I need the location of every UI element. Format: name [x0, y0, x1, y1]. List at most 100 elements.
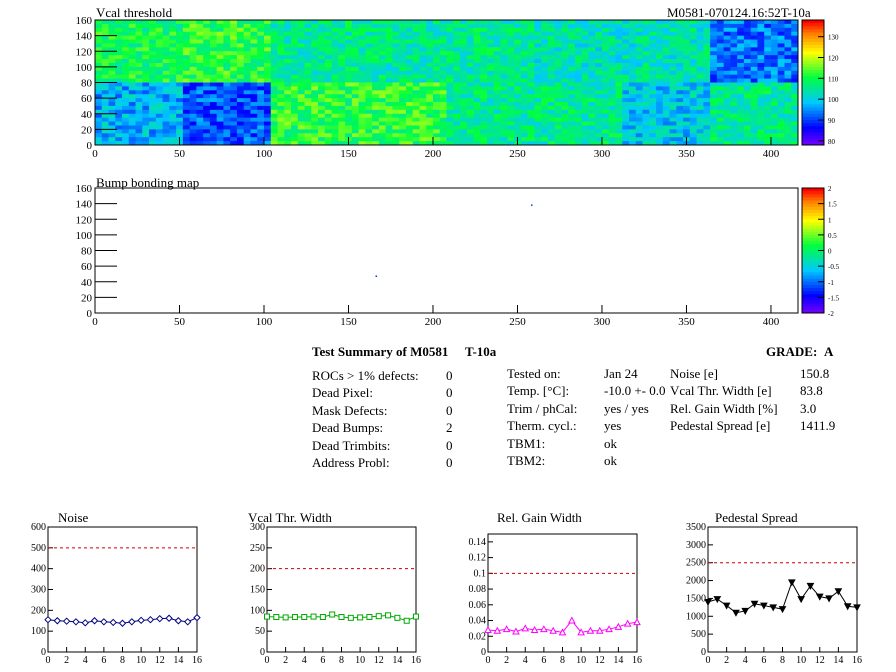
pixel-cell	[365, 55, 373, 60]
pixel-cell	[514, 27, 522, 33]
pixel-cell	[615, 113, 623, 119]
pixel-cell	[115, 27, 123, 33]
x-tick-label: 150	[340, 316, 357, 328]
pixel-cell	[514, 86, 522, 91]
pixel-cell	[466, 78, 474, 83]
pixel-cell	[311, 23, 319, 29]
color-scale-cell	[802, 51, 824, 55]
pixel-cell	[426, 35, 434, 40]
pixel-cell	[142, 109, 150, 115]
pixel-cell	[480, 121, 488, 126]
pixel-cell	[730, 98, 738, 103]
pixel-cell	[568, 74, 576, 79]
pixel-cell	[257, 27, 265, 33]
pixel-cell	[487, 62, 495, 68]
pixel-cell	[757, 59, 765, 64]
pixel-cell	[291, 62, 299, 68]
pixel-cell	[351, 43, 360, 48]
pixel-cell	[277, 20, 285, 25]
pixel-cell	[689, 78, 698, 83]
pixel-cell	[777, 70, 785, 76]
pixel-cell	[311, 117, 319, 122]
pixel-cell	[142, 141, 150, 146]
pixel-cell	[351, 31, 360, 37]
pixel-cell	[656, 35, 664, 40]
pixel-cell	[723, 121, 731, 126]
pixel-cell	[710, 66, 718, 72]
z-tick-label: 2	[828, 185, 832, 193]
pixel-cell	[581, 47, 589, 52]
pixel-cell	[480, 70, 488, 76]
pixel-cell	[196, 47, 204, 52]
pixel-cell	[128, 35, 136, 40]
pixel-cell	[162, 47, 170, 52]
pixel-cell	[135, 55, 143, 60]
pixel-cell	[608, 78, 616, 83]
pixel-cell	[149, 105, 157, 111]
pixel-cell	[263, 27, 272, 33]
pixel-cell	[466, 86, 474, 91]
pixel-cell	[135, 43, 143, 48]
pixel-cell	[365, 137, 373, 142]
pixel-cell	[419, 47, 427, 52]
pixel-cell	[473, 55, 481, 60]
pixel-cell	[601, 39, 610, 44]
x-tick-label: 10	[136, 655, 146, 666]
pixel-cell	[345, 55, 353, 60]
pixel-cell	[595, 125, 603, 130]
pixel-cell	[689, 43, 698, 48]
color-scale-cell	[802, 63, 824, 68]
x-tick-label: 10	[355, 655, 365, 666]
data-point	[586, 626, 595, 634]
pixel-cell	[581, 78, 589, 83]
pixel-cell	[162, 82, 170, 87]
pixel-cell	[243, 23, 251, 29]
pixel-cell	[507, 55, 515, 60]
pixel-cell	[730, 109, 738, 115]
pixel-cell	[541, 20, 549, 25]
pixel-cell	[392, 90, 400, 95]
pixel-cell	[622, 27, 630, 33]
pixel-cell	[723, 125, 731, 130]
pixel-cell	[169, 82, 177, 87]
pixel-cell	[446, 31, 454, 37]
pixel-cell	[399, 94, 407, 99]
pixel-cell	[378, 121, 387, 126]
pixel-cell	[507, 31, 515, 37]
pixel-cell	[128, 82, 136, 87]
pixel-cell	[122, 62, 130, 68]
pixel-cell	[527, 43, 535, 48]
pixel-cell	[777, 113, 785, 119]
y-tick-label: 400	[31, 564, 46, 575]
pixel-cell	[784, 59, 792, 64]
pixel-cell	[122, 141, 130, 146]
pixel-cell	[608, 35, 616, 40]
pixel-cell	[399, 70, 407, 76]
pixel-cell	[257, 105, 265, 111]
pixel-cell	[568, 105, 576, 111]
x-tick-label: 100	[256, 148, 273, 160]
pixel-cell	[223, 133, 231, 138]
pixel-cell	[412, 121, 420, 126]
pixel-cell	[392, 133, 400, 138]
pixel-cell	[101, 105, 109, 111]
pixel-cell	[243, 125, 251, 130]
vcal-map-title: Vcal threshold	[96, 5, 173, 20]
pixel-cell	[372, 82, 380, 87]
pixel-cell	[439, 125, 447, 130]
pixel-cell	[527, 35, 535, 40]
pixel-cell	[209, 94, 218, 99]
pixel-cell	[615, 133, 623, 138]
metric-label: Rel. Gain Width [%]	[670, 400, 778, 416]
pixel-cell	[473, 117, 481, 122]
condition-label: Tested on:	[507, 366, 561, 381]
pixel-cell	[257, 125, 265, 130]
pixel-cell	[466, 129, 474, 134]
pixel-cell	[128, 31, 136, 37]
pixel-cell	[236, 102, 245, 107]
pixel-cell	[453, 98, 461, 103]
y-tick-label: 0	[260, 647, 265, 658]
pixel-cell	[784, 47, 792, 52]
pixel-cell	[277, 31, 285, 37]
